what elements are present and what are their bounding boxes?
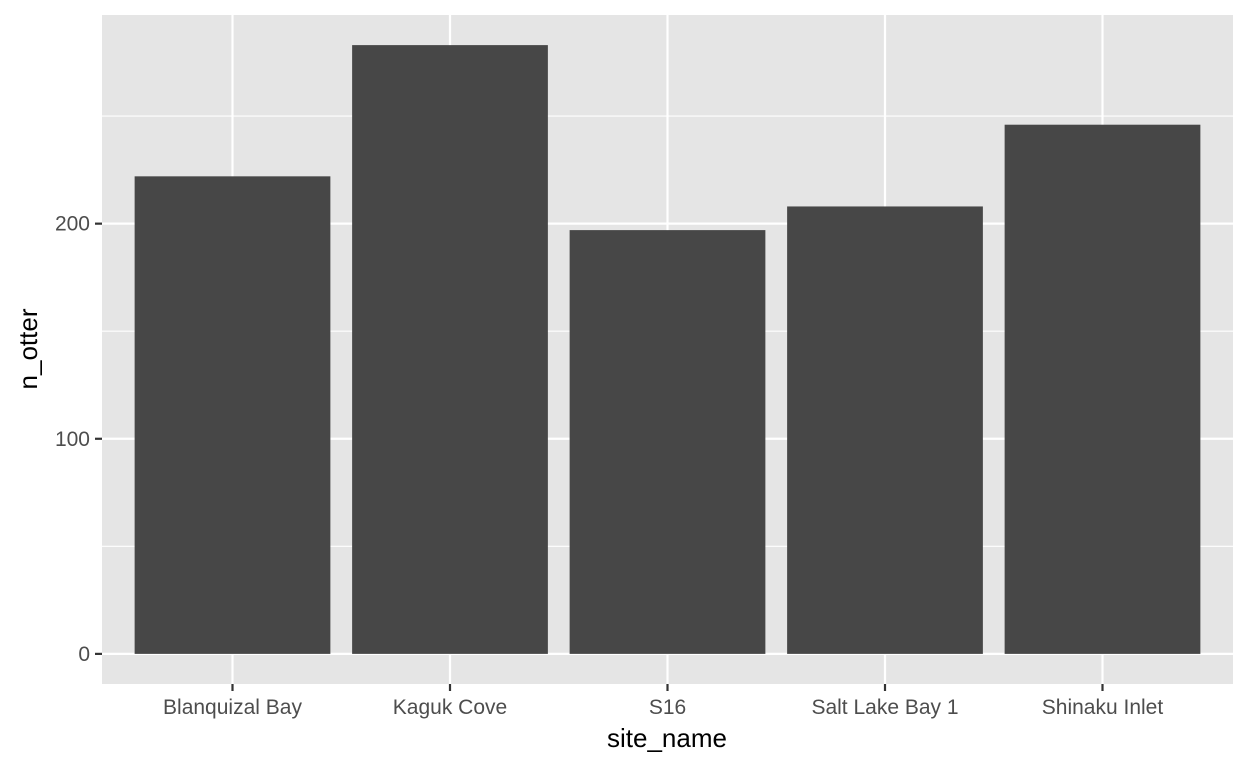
bars: [134, 45, 1201, 654]
y-axis: 0 100 200: [55, 213, 102, 666]
y-tick-label: 100: [55, 428, 90, 451]
y-tick-label: 0: [78, 643, 90, 666]
x-tick-label: Blanquizal Bay: [163, 696, 302, 719]
bar: [1004, 124, 1201, 654]
bar: [787, 206, 983, 654]
x-axis-title: site_name: [607, 723, 727, 753]
bar: [134, 176, 331, 654]
x-tick-label: Shinaku Inlet: [1042, 696, 1164, 719]
y-axis-title: n_otter: [13, 308, 43, 389]
x-tick-label: Salt Lake Bay 1: [811, 696, 958, 719]
x-tick-label: S16: [649, 696, 686, 719]
x-tick-label: Kaguk Cove: [393, 696, 507, 719]
bar: [352, 45, 548, 654]
bar: [569, 230, 766, 654]
y-tick-label: 200: [55, 213, 90, 236]
x-axis: Blanquizal Bay Kaguk Cove S16 Salt Lake Bay…: [163, 684, 1163, 719]
